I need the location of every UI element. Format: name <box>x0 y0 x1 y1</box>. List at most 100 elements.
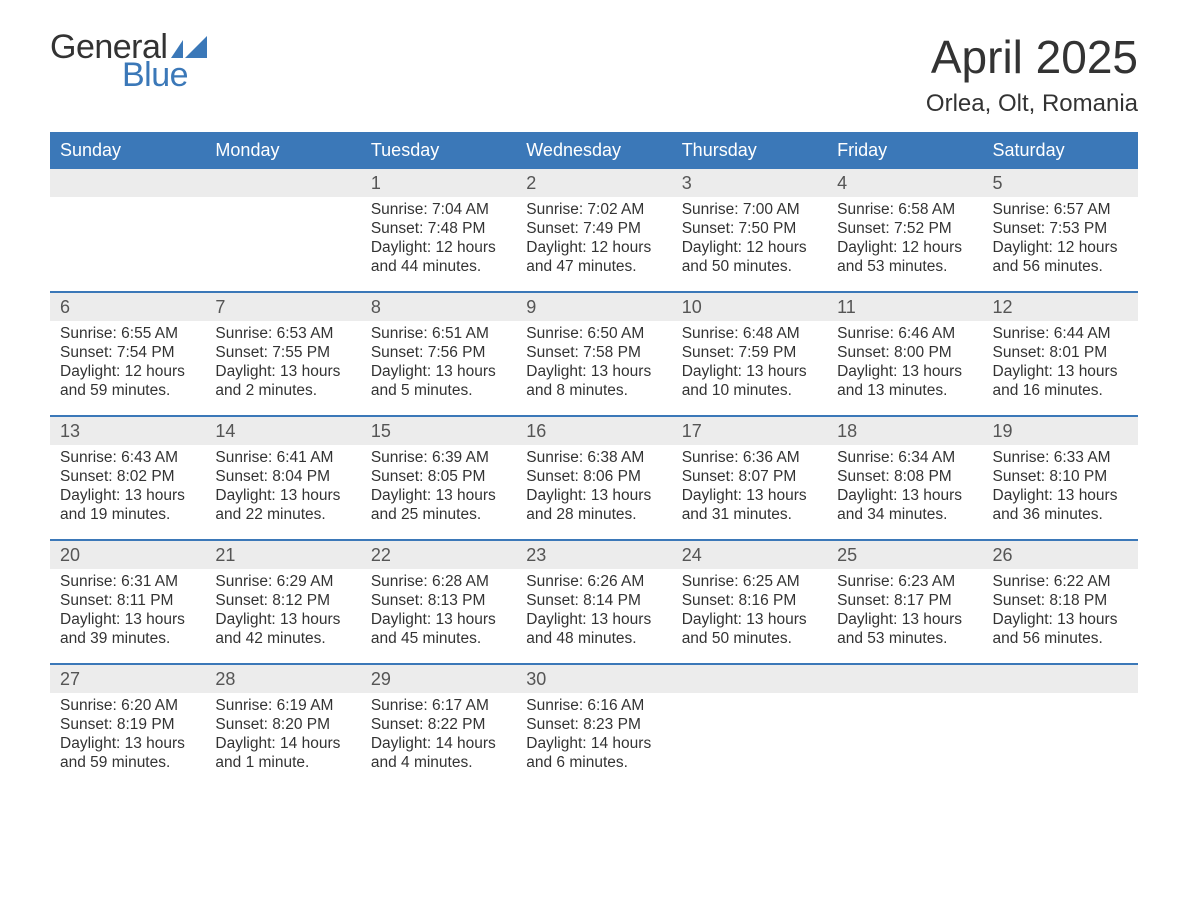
day-number: 18 <box>827 417 982 445</box>
day-content: Sunrise: 7:02 AMSunset: 7:49 PMDaylight:… <box>516 197 671 291</box>
day-line: Sunrise: 6:36 AM <box>682 449 817 467</box>
day-content <box>827 693 982 787</box>
day-content: Sunrise: 6:31 AMSunset: 8:11 PMDaylight:… <box>50 569 205 663</box>
day-number: 12 <box>983 293 1138 321</box>
day-line: Sunrise: 6:23 AM <box>837 573 972 591</box>
day-content-row: Sunrise: 6:55 AMSunset: 7:54 PMDaylight:… <box>50 321 1138 415</box>
day-line: and 56 minutes. <box>993 630 1128 648</box>
day-content: Sunrise: 6:38 AMSunset: 8:06 PMDaylight:… <box>516 445 671 539</box>
day-content <box>50 197 205 291</box>
day-line: and 59 minutes. <box>60 382 195 400</box>
day-header: Monday <box>205 132 360 169</box>
day-number: 13 <box>50 417 205 445</box>
day-line: Sunrise: 6:58 AM <box>837 201 972 219</box>
day-number: 30 <box>516 665 671 693</box>
day-line: Sunrise: 6:38 AM <box>526 449 661 467</box>
day-line: and 45 minutes. <box>371 630 506 648</box>
day-line: Sunset: 7:52 PM <box>837 220 972 238</box>
day-content-row: Sunrise: 7:04 AMSunset: 7:48 PMDaylight:… <box>50 197 1138 291</box>
day-line: Daylight: 12 hours <box>526 239 661 257</box>
day-line: and 53 minutes. <box>837 630 972 648</box>
day-line: Daylight: 12 hours <box>837 239 972 257</box>
day-content: Sunrise: 6:53 AMSunset: 7:55 PMDaylight:… <box>205 321 360 415</box>
day-line: and 25 minutes. <box>371 506 506 524</box>
day-line: Sunset: 8:08 PM <box>837 468 972 486</box>
day-number: 7 <box>205 293 360 321</box>
day-line: Daylight: 13 hours <box>526 487 661 505</box>
day-line: Sunset: 8:12 PM <box>215 592 350 610</box>
day-content-row: Sunrise: 6:43 AMSunset: 8:02 PMDaylight:… <box>50 445 1138 539</box>
day-number: 16 <box>516 417 671 445</box>
day-header: Saturday <box>983 132 1138 169</box>
day-line: Daylight: 13 hours <box>837 611 972 629</box>
day-line: Sunset: 8:16 PM <box>682 592 817 610</box>
day-line: and 31 minutes. <box>682 506 817 524</box>
day-line: Sunrise: 6:41 AM <box>215 449 350 467</box>
day-line: and 39 minutes. <box>60 630 195 648</box>
day-line: Sunset: 8:06 PM <box>526 468 661 486</box>
title-block: April 2025 Orlea, Olt, Romania <box>926 30 1138 118</box>
day-line: Sunset: 8:22 PM <box>371 716 506 734</box>
day-header: Tuesday <box>361 132 516 169</box>
day-line: Sunset: 8:11 PM <box>60 592 195 610</box>
day-line: Daylight: 13 hours <box>215 363 350 381</box>
day-line: Daylight: 13 hours <box>60 735 195 753</box>
day-line: Sunset: 7:58 PM <box>526 344 661 362</box>
day-number <box>827 665 982 693</box>
day-header: Friday <box>827 132 982 169</box>
day-line: Sunset: 8:19 PM <box>60 716 195 734</box>
day-number: 2 <box>516 169 671 197</box>
day-number: 24 <box>672 541 827 569</box>
day-content: Sunrise: 6:22 AMSunset: 8:18 PMDaylight:… <box>983 569 1138 663</box>
day-header: Sunday <box>50 132 205 169</box>
day-number: 4 <box>827 169 982 197</box>
day-content: Sunrise: 6:19 AMSunset: 8:20 PMDaylight:… <box>205 693 360 787</box>
day-line: Sunset: 8:17 PM <box>837 592 972 610</box>
day-line: and 19 minutes. <box>60 506 195 524</box>
day-line: Sunset: 8:14 PM <box>526 592 661 610</box>
day-content <box>983 693 1138 787</box>
daynum-strip: 12345 <box>50 169 1138 197</box>
day-line: Sunrise: 7:04 AM <box>371 201 506 219</box>
day-content: Sunrise: 6:51 AMSunset: 7:56 PMDaylight:… <box>361 321 516 415</box>
day-line: Daylight: 12 hours <box>682 239 817 257</box>
day-line: Sunset: 7:56 PM <box>371 344 506 362</box>
day-line: and 50 minutes. <box>682 258 817 276</box>
day-line: Sunrise: 6:20 AM <box>60 697 195 715</box>
day-line: Sunrise: 7:02 AM <box>526 201 661 219</box>
day-content: Sunrise: 6:28 AMSunset: 8:13 PMDaylight:… <box>361 569 516 663</box>
day-line: Sunrise: 6:44 AM <box>993 325 1128 343</box>
day-line: Sunset: 8:23 PM <box>526 716 661 734</box>
day-content: Sunrise: 6:16 AMSunset: 8:23 PMDaylight:… <box>516 693 671 787</box>
day-number: 9 <box>516 293 671 321</box>
day-content-row: Sunrise: 6:20 AMSunset: 8:19 PMDaylight:… <box>50 693 1138 787</box>
day-line: and 22 minutes. <box>215 506 350 524</box>
day-line: Daylight: 13 hours <box>837 487 972 505</box>
day-line: Daylight: 14 hours <box>371 735 506 753</box>
calendar: SundayMondayTuesdayWednesdayThursdayFrid… <box>50 132 1138 787</box>
day-line: Daylight: 13 hours <box>526 363 661 381</box>
day-line: Sunrise: 6:19 AM <box>215 697 350 715</box>
day-number: 14 <box>205 417 360 445</box>
day-line: and 13 minutes. <box>837 382 972 400</box>
day-line: Sunset: 7:59 PM <box>682 344 817 362</box>
day-line: and 28 minutes. <box>526 506 661 524</box>
day-number <box>50 169 205 197</box>
day-number <box>205 169 360 197</box>
day-line: and 44 minutes. <box>371 258 506 276</box>
day-number: 15 <box>361 417 516 445</box>
day-number: 19 <box>983 417 1138 445</box>
day-content: Sunrise: 7:04 AMSunset: 7:48 PMDaylight:… <box>361 197 516 291</box>
day-line: Sunset: 8:01 PM <box>993 344 1128 362</box>
day-content: Sunrise: 6:58 AMSunset: 7:52 PMDaylight:… <box>827 197 982 291</box>
day-line: Sunrise: 6:46 AM <box>837 325 972 343</box>
day-content: Sunrise: 6:36 AMSunset: 8:07 PMDaylight:… <box>672 445 827 539</box>
day-line: Daylight: 12 hours <box>60 363 195 381</box>
day-content <box>672 693 827 787</box>
day-line: and 36 minutes. <box>993 506 1128 524</box>
day-header: Thursday <box>672 132 827 169</box>
day-content: Sunrise: 6:50 AMSunset: 7:58 PMDaylight:… <box>516 321 671 415</box>
day-number: 10 <box>672 293 827 321</box>
day-line: Sunrise: 6:43 AM <box>60 449 195 467</box>
day-line: Sunset: 7:49 PM <box>526 220 661 238</box>
